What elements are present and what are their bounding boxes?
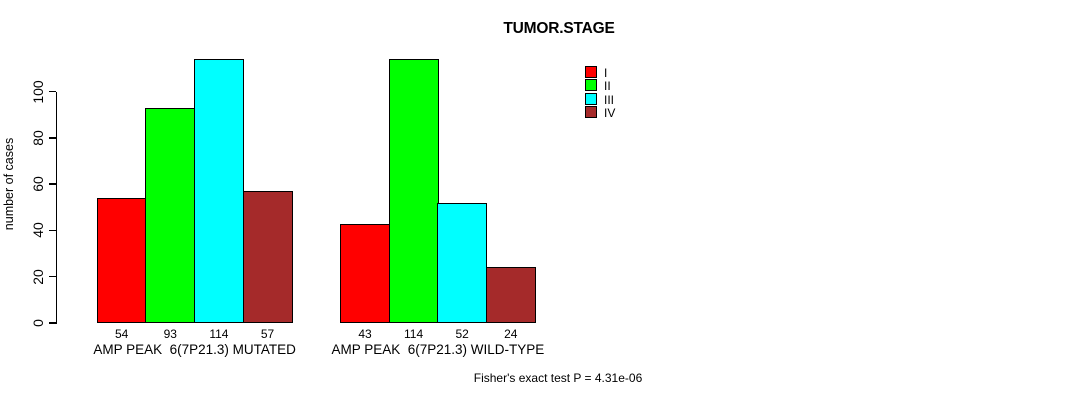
bar-value-label: 93 bbox=[163, 327, 177, 341]
y-axis-tick bbox=[48, 229, 56, 232]
legend-label-IV: IV bbox=[604, 106, 616, 121]
bar-group1-stage-IV bbox=[242, 191, 293, 323]
bar-value-label: 57 bbox=[260, 327, 275, 341]
y-axis-tick bbox=[48, 322, 56, 324]
y-axis-tick bbox=[48, 183, 56, 185]
bar-group1-stage-III bbox=[193, 59, 244, 323]
x-category-label: AMP PEAK 6(7P21.3) WILD-TYPE bbox=[331, 342, 545, 357]
bar-value-label: 24 bbox=[504, 327, 518, 341]
bar-group2-stage-III bbox=[437, 202, 488, 323]
y-axis-tick bbox=[48, 90, 56, 93]
bar-value-label: 43 bbox=[358, 327, 372, 341]
bar-group2-stage-IV bbox=[485, 267, 536, 323]
x-category-label: AMP PEAK 6(7P21.3) MUTATED bbox=[93, 342, 296, 357]
legend-swatch-I bbox=[585, 66, 597, 78]
legend-label-I: I bbox=[604, 66, 608, 80]
bar-group1-stage-II bbox=[145, 107, 196, 323]
footnote-fisher-test: Fisher's exact test P = 4.31e-06 bbox=[473, 371, 643, 385]
y-axis-line bbox=[56, 91, 58, 325]
chart-title: TUMOR.STAGE bbox=[503, 20, 615, 37]
y-axis-tick bbox=[48, 276, 56, 278]
bar-value-label: 52 bbox=[455, 327, 469, 341]
bar-value-label: 114 bbox=[209, 327, 229, 341]
legend-swatch-III bbox=[585, 92, 597, 105]
legend-swatch-II bbox=[585, 79, 597, 92]
legend-label-III: III bbox=[604, 92, 615, 107]
legend-label-II: II bbox=[604, 79, 611, 94]
bar-group1-stage-I bbox=[96, 198, 147, 323]
y-axis-tick bbox=[48, 137, 56, 139]
bar-group2-stage-II bbox=[388, 59, 439, 323]
legend-swatch-IV bbox=[585, 106, 597, 119]
bar-value-label: 54 bbox=[115, 327, 129, 341]
bar-value-label: 114 bbox=[404, 327, 424, 341]
